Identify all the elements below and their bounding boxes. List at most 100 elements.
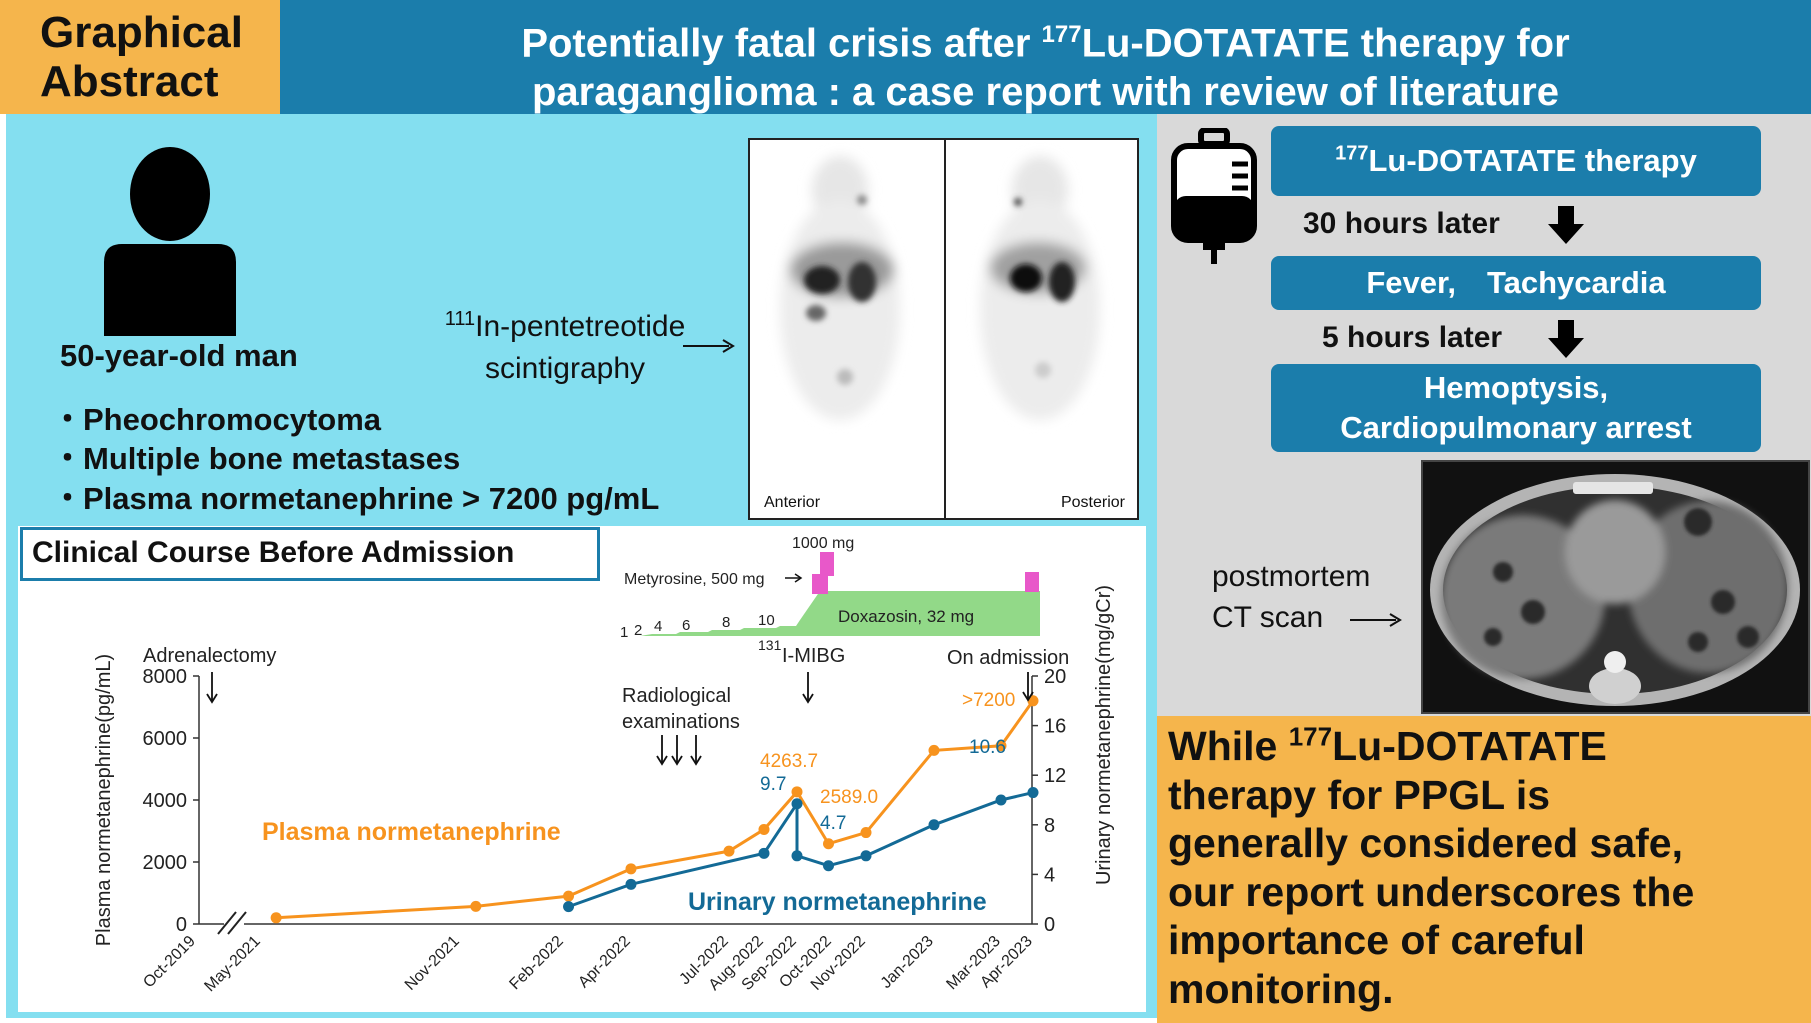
annotation-arrowhead xyxy=(1022,691,1034,702)
urinary-nmn-point xyxy=(860,850,872,862)
postmortem-ct-image xyxy=(1421,460,1810,714)
step-arrest: Hemoptysis, Cardiopulmonary arrest xyxy=(1271,364,1761,452)
view-posterior: Posterior xyxy=(1060,494,1125,511)
urinary-nmn-point xyxy=(625,878,637,890)
data-label: 2589.0 xyxy=(820,787,878,808)
plasma-nmn-point xyxy=(563,890,575,902)
plasma-nmn-point xyxy=(791,786,803,798)
series-label-urinary: Urinary normetanephrine xyxy=(688,888,987,916)
dose-step-label: 2 xyxy=(634,622,642,639)
finding-bone-metastases: ・Multiple bone metastases xyxy=(52,441,461,476)
doxazosin-label: Doxazosin, 32 mg xyxy=(838,607,974,626)
plasma-nmn-point xyxy=(928,744,940,756)
axis-break-mark xyxy=(227,911,247,935)
step-therapy: 177Lu-DOTATATE therapy xyxy=(1271,126,1761,196)
urinary-nmn-line xyxy=(568,791,1034,909)
y-tick-label-left: 4000 xyxy=(143,790,188,812)
step-fever: Fever, Tachycardia xyxy=(1271,256,1761,310)
metyrosine-bar xyxy=(812,574,828,594)
title-post: Lu-DOTATATE therapy for xyxy=(1081,21,1570,66)
metyrosine-peak-bar xyxy=(820,552,834,576)
conclusion-pre: While xyxy=(1168,723,1289,769)
title-pre: Potentially fatal crisis after xyxy=(521,21,1042,66)
x-tick-label: Oct-2019 xyxy=(140,933,199,992)
step-therapy-label: Lu-DOTATATE therapy xyxy=(1368,143,1697,178)
urinary-nmn-point xyxy=(995,794,1007,806)
annotation-adrenalectomy: Adrenalectomy xyxy=(143,645,276,667)
x-tick-label: May-2021 xyxy=(201,933,263,995)
data-label: 9.7 xyxy=(760,774,786,795)
title-sup: 177 xyxy=(1041,21,1082,48)
person-icon xyxy=(104,147,236,336)
scintigraphy-label: 111In-pentetreotide scintigraphy xyxy=(420,298,710,390)
finding-pheochromocytoma: ・Pheochromocytoma xyxy=(52,402,382,437)
plasma-nmn-point xyxy=(758,823,770,835)
conclusion-line-5: monitoring. xyxy=(1168,965,1394,1012)
finding-plasma-nmn: ・Plasma normetanephrine > 7200 pg/mL xyxy=(52,481,660,516)
x-tick-label: Feb-2022 xyxy=(506,933,567,994)
scint-line-2: scintigraphy xyxy=(484,352,646,385)
view-anterior: Anterior xyxy=(764,494,821,511)
plasma-nmn-point xyxy=(470,900,482,912)
dose-step-label: 4 xyxy=(654,618,662,635)
conclusion-line-1: therapy for PPGL is xyxy=(1168,771,1551,818)
urinary-nmn-point xyxy=(791,798,803,810)
patient-age: 50-year-old man xyxy=(60,338,298,373)
axis-break-mark xyxy=(217,911,237,935)
step-arrest-line-2: Cardiopulmonary arrest xyxy=(1340,410,1692,445)
data-label: 10.6 xyxy=(969,737,1006,758)
data-label: 4263.7 xyxy=(760,751,818,772)
dose-step-label: 8 xyxy=(722,614,730,631)
metyrosine-arrowhead xyxy=(794,573,803,583)
y-axis-title-left: Plasma normetanephrine(pg/mL) xyxy=(93,654,115,946)
metyrosine-peak-label: 1000 mg xyxy=(792,535,854,552)
y-tick-label-left: 8000 xyxy=(143,666,188,688)
annotation-arrowhead xyxy=(206,693,218,704)
y-tick-label-right: 0 xyxy=(1044,914,1055,936)
x-tick-label: Nov-2021 xyxy=(402,933,463,994)
chart-title-box xyxy=(20,527,600,581)
postmortem-label: postmortem CT scan xyxy=(1212,556,1370,638)
annotation-examinations: examinations xyxy=(622,711,740,733)
dose-step-label: 6 xyxy=(682,617,690,634)
urinary-nmn-point xyxy=(758,847,770,859)
metyrosine-bar xyxy=(1025,572,1039,592)
conclusion-line-3: our report underscores the xyxy=(1168,868,1695,915)
annotation-arrowhead xyxy=(690,755,702,766)
scintigraphy-image: Anterior Posterior xyxy=(748,138,1139,520)
iv-bag-icon xyxy=(1171,128,1257,264)
x-tick-label: Jan-2023 xyxy=(878,933,937,992)
step-therapy-sup: 177 xyxy=(1335,142,1369,165)
chart-title: Clinical Course Before Admission xyxy=(32,536,515,569)
graphical-abstract-badge xyxy=(0,0,280,114)
step-arrest-line-1: Hemoptysis, xyxy=(1423,370,1609,405)
page-title: Potentially fatal crisis after 177Lu-DOT… xyxy=(280,10,1811,117)
plasma-nmn-point xyxy=(270,912,282,924)
y-tick-label-right: 16 xyxy=(1044,716,1066,738)
arrow-down-icon xyxy=(1548,320,1584,358)
dose-step-label: 10 xyxy=(758,612,775,629)
badge-line-1: Graphical xyxy=(40,8,243,57)
data-label: >7200 xyxy=(962,690,1015,711)
urinary-nmn-point xyxy=(563,901,575,913)
y-tick-label-left: 6000 xyxy=(143,728,188,750)
data-label: 4.7 xyxy=(820,813,846,834)
annotation-mibg-sup: 131 xyxy=(758,637,782,653)
plasma-nmn-point xyxy=(723,845,735,857)
annotation-arrowhead xyxy=(656,755,668,766)
annotation-arrowhead xyxy=(802,693,814,704)
badge-line-2: Abstract xyxy=(40,57,219,106)
y-tick-label-right: 20 xyxy=(1044,666,1066,688)
y-tick-label-right: 12 xyxy=(1044,765,1066,787)
conclusion-panel xyxy=(1157,716,1811,1023)
plasma-nmn-point xyxy=(860,827,872,839)
annotation-arrowhead xyxy=(671,755,683,766)
postmortem-line-1: postmortem xyxy=(1212,560,1371,593)
urinary-nmn-point xyxy=(823,860,834,872)
urinary-nmn-point xyxy=(791,850,803,862)
title-banner xyxy=(280,0,1811,114)
arrow-down-icon xyxy=(1548,206,1584,244)
annotation-radiological: Radiological xyxy=(622,685,731,707)
y-axis-title-right: Urinary normetanephrine(mg/gCr) xyxy=(1093,585,1115,885)
